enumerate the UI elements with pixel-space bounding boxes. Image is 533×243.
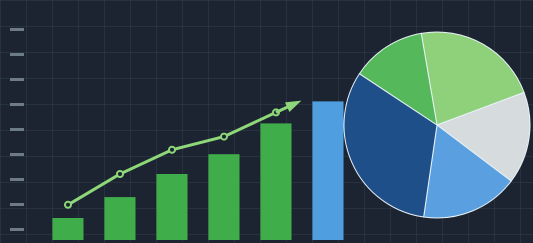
bar — [313, 101, 344, 240]
page: (() => { const data = JSON.parse(documen… — [0, 0, 533, 243]
chart — [0, 0, 533, 243]
bar — [157, 174, 188, 240]
trend-point — [65, 202, 71, 208]
bar — [209, 154, 240, 240]
bar — [53, 218, 84, 240]
bar — [261, 123, 292, 240]
bar — [105, 197, 136, 240]
trend-point — [117, 171, 123, 177]
trend-point — [169, 147, 175, 153]
trend-point — [221, 134, 227, 140]
